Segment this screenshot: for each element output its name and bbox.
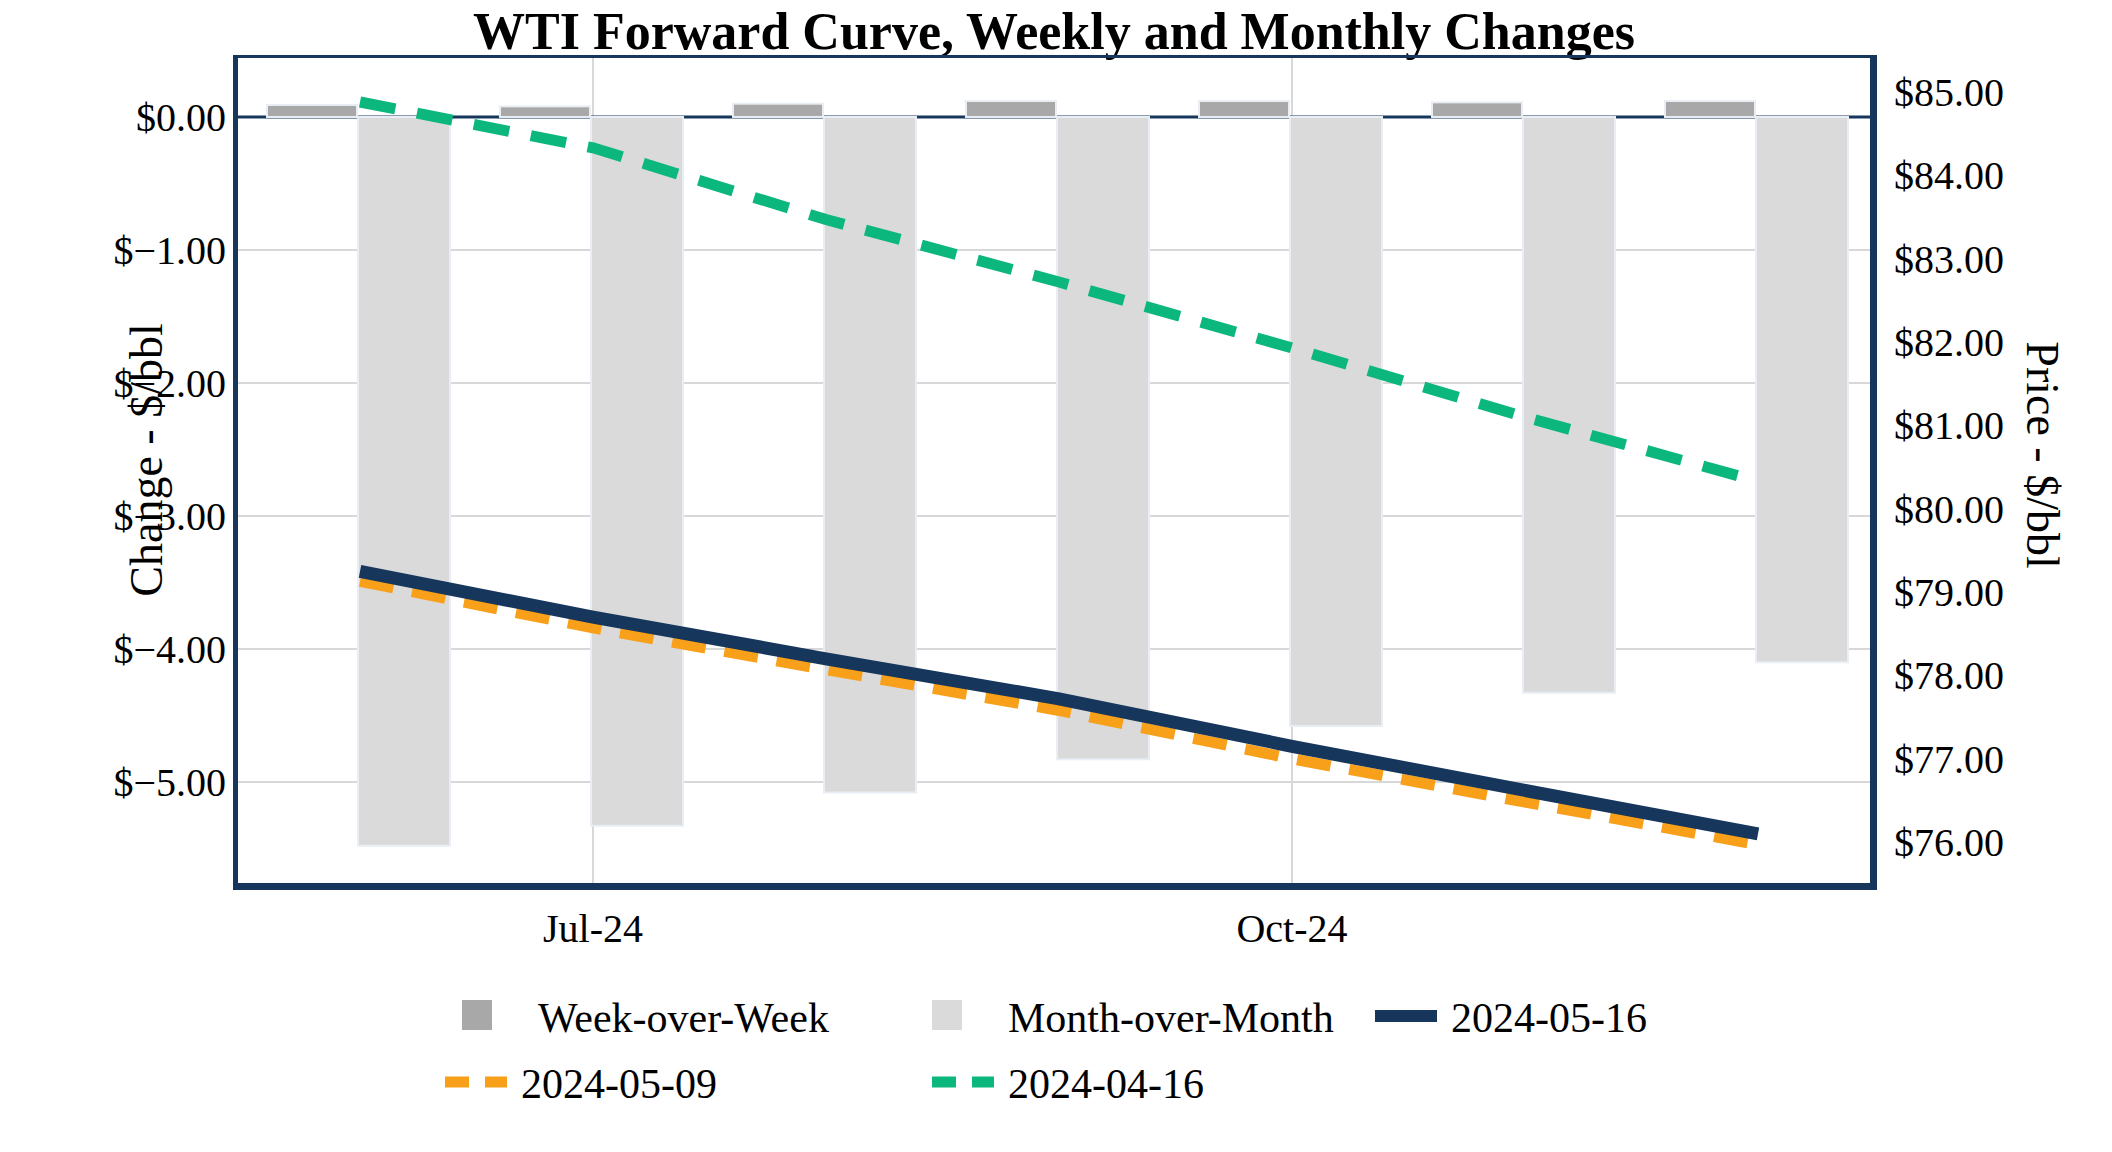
right-axis-tick-label: $81.00 bbox=[1894, 403, 2004, 448]
right-axis-tick-label: $80.00 bbox=[1894, 487, 2004, 532]
right-axis-tick-label: $83.00 bbox=[1894, 237, 2004, 282]
right-axis-tick-label: $85.00 bbox=[1894, 70, 2004, 115]
right-axis-tick-label: $77.00 bbox=[1894, 737, 2004, 782]
plot-area: $0.00$−1.00$−2.00$−3.00$−4.00$−5.00$85.0… bbox=[0, 0, 2112, 1152]
legend-label: 2024-05-09 bbox=[521, 1060, 717, 1108]
legend-label: Week-over-Week bbox=[538, 994, 829, 1042]
legend-item-2024-05-16: 2024-05-16 bbox=[1375, 994, 1647, 1042]
bar-month-over-month bbox=[358, 117, 450, 846]
bar-week-over-week bbox=[1432, 102, 1522, 117]
right-axis-tick-label: $78.00 bbox=[1894, 653, 2004, 698]
legend-line-dashed-green bbox=[932, 1060, 994, 1108]
bar-week-over-week bbox=[966, 101, 1056, 117]
axis-border-bottom bbox=[233, 883, 1877, 890]
bar-week-over-week bbox=[500, 106, 590, 117]
right-axis-tick-label: $82.00 bbox=[1894, 320, 2004, 365]
legend-label: Month-over-Month bbox=[1008, 994, 1334, 1042]
x-tick-label-oct: Oct-24 bbox=[1236, 905, 1347, 952]
bar-week-over-week bbox=[1199, 101, 1289, 117]
legend-swatch-month-over-month bbox=[932, 994, 994, 1042]
legend-item-2024-05-09: 2024-05-09 bbox=[445, 1060, 717, 1108]
legend-label: 2024-04-16 bbox=[1008, 1060, 1204, 1108]
legend-item-2024-04-16: 2024-04-16 bbox=[932, 1060, 1204, 1108]
bar-month-over-month bbox=[1057, 117, 1149, 759]
legend-line-dashed-orange bbox=[445, 1060, 507, 1108]
bar-month-over-month bbox=[1756, 117, 1848, 662]
bar-week-over-week bbox=[267, 105, 357, 117]
left-axis-tick-label: $−4.00 bbox=[113, 627, 226, 672]
bar-month-over-month bbox=[591, 117, 683, 826]
left-axis-tick-label: $−1.00 bbox=[113, 228, 226, 273]
axis-border-right bbox=[1870, 57, 1877, 890]
right-axis-tick-label: $76.00 bbox=[1894, 820, 2004, 865]
right-axis-tick-label: $84.00 bbox=[1894, 153, 2004, 198]
left-axis-title: Change - $/bbl bbox=[120, 323, 173, 596]
x-tick-label-jul: Jul-24 bbox=[543, 905, 643, 952]
legend-swatch-week-over-week bbox=[462, 994, 524, 1042]
axis-border-top bbox=[233, 55, 1877, 58]
axis-border-left bbox=[233, 57, 238, 883]
bar-month-over-month bbox=[1290, 117, 1382, 726]
bar-week-over-week bbox=[733, 104, 823, 117]
legend-line-solid bbox=[1375, 994, 1437, 1042]
right-axis-title: Price - $/bbl bbox=[2016, 341, 2069, 568]
legend-label: 2024-05-16 bbox=[1451, 994, 1647, 1042]
right-axis-tick-label: $79.00 bbox=[1894, 570, 2004, 615]
bar-month-over-month bbox=[1523, 117, 1615, 693]
left-axis-tick-label: $0.00 bbox=[136, 95, 226, 140]
chart-canvas: WTI Forward Curve, Weekly and Monthly Ch… bbox=[0, 0, 2112, 1152]
left-axis-tick-label: $−5.00 bbox=[113, 760, 226, 805]
legend-item-week-over-week: Week-over-Week bbox=[462, 994, 829, 1042]
bar-week-over-week bbox=[1665, 101, 1755, 117]
legend-item-month-over-month: Month-over-Month bbox=[932, 994, 1334, 1042]
